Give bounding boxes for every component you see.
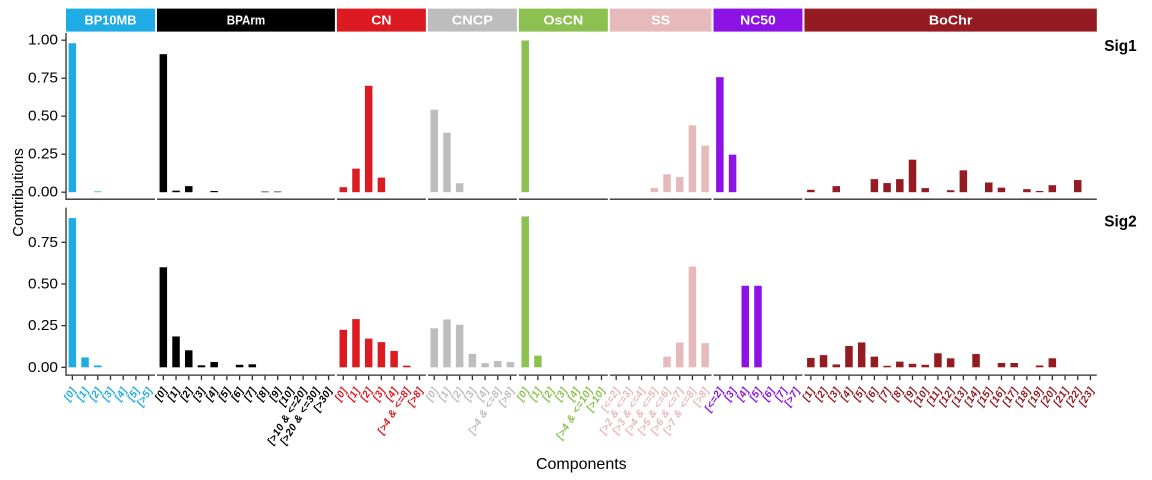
svg-text:BPArm: BPArm <box>227 13 266 28</box>
svg-text:Sig2: Sig2 <box>1104 213 1137 230</box>
svg-text:CNCP: CNCP <box>452 13 494 28</box>
svg-text:OsCN: OsCN <box>543 13 583 28</box>
svg-text:BP10MB: BP10MB <box>84 13 136 28</box>
svg-text:0.75: 0.75 <box>28 234 58 251</box>
svg-text:Sig1: Sig1 <box>1104 38 1137 55</box>
svg-text:1.00: 1.00 <box>28 32 58 49</box>
svg-text:CN: CN <box>371 13 391 28</box>
svg-text:0.25: 0.25 <box>28 146 58 163</box>
svg-text:0.00: 0.00 <box>28 184 58 201</box>
svg-text:0.00: 0.00 <box>28 359 58 376</box>
svg-text:Contributions: Contributions <box>10 148 27 236</box>
svg-text:SS: SS <box>651 13 670 28</box>
svg-text:NC50: NC50 <box>740 13 776 28</box>
svg-text:BoChr: BoChr <box>929 13 973 28</box>
svg-text:Components: Components <box>536 456 627 473</box>
svg-text:0.25: 0.25 <box>28 317 58 334</box>
svg-text:0.50: 0.50 <box>28 275 58 292</box>
svg-text:0.75: 0.75 <box>28 70 58 87</box>
svg-text:0.50: 0.50 <box>28 108 58 125</box>
